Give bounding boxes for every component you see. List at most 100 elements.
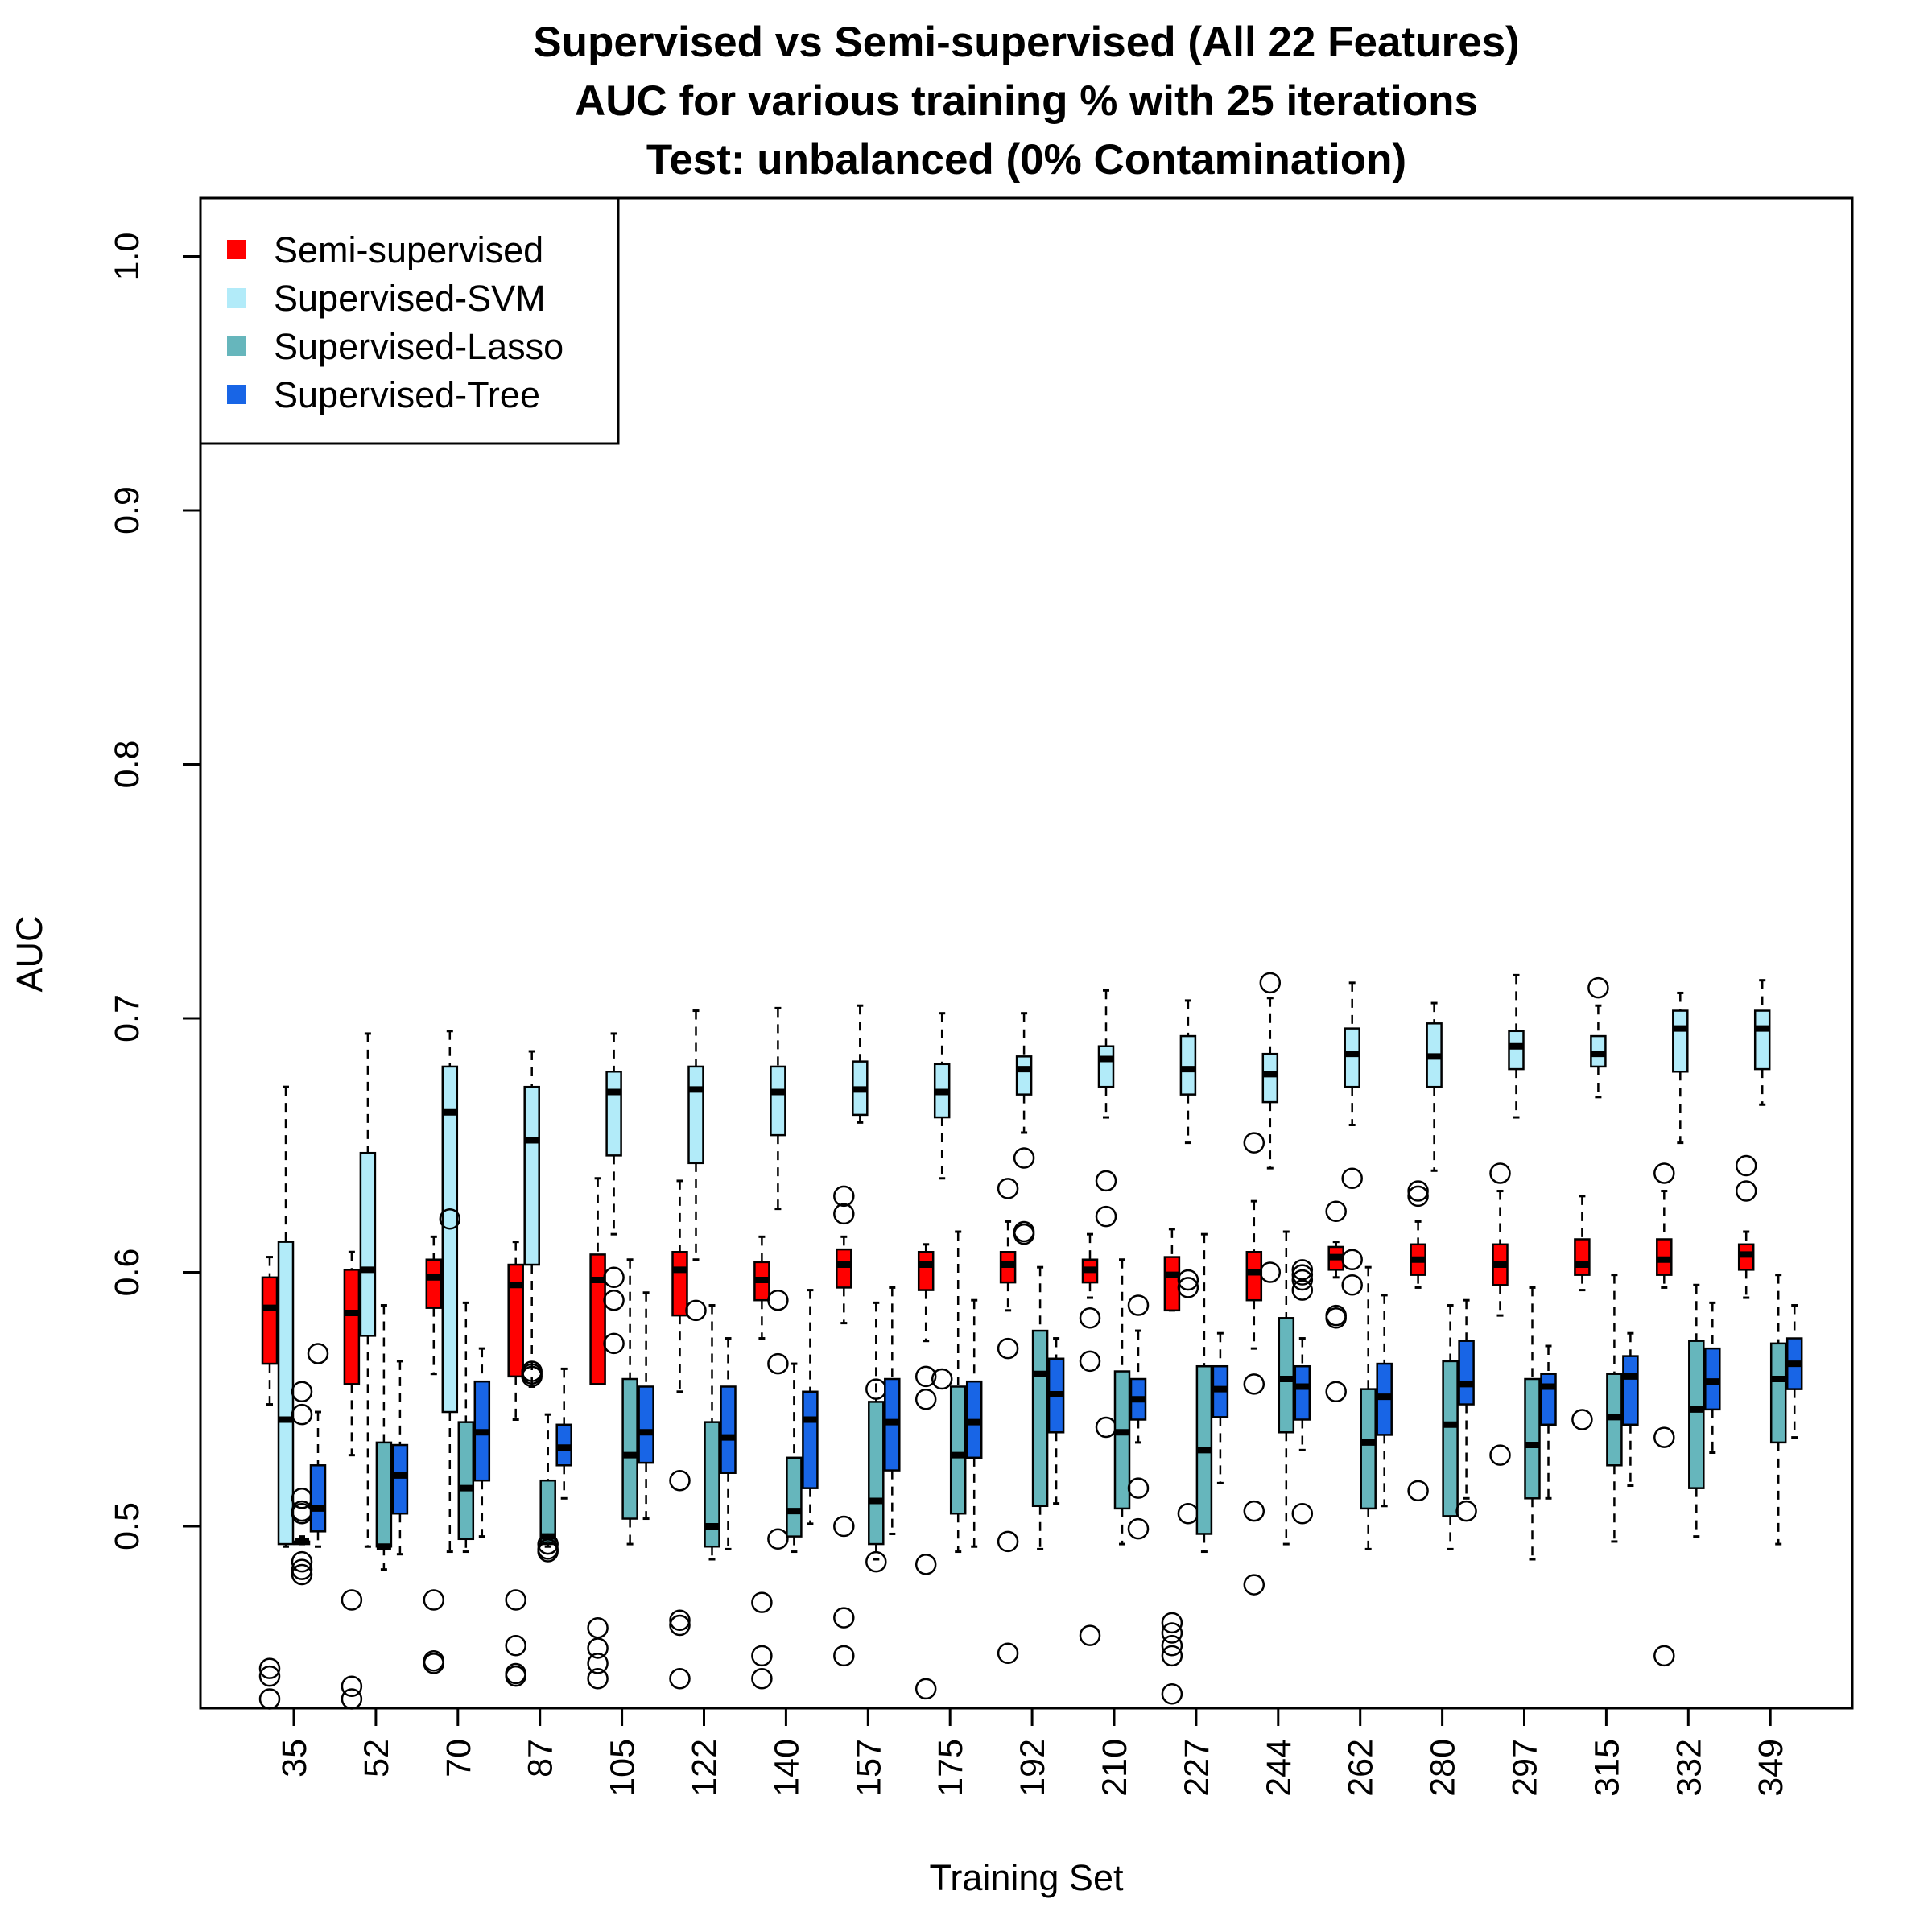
box [1688,1283,1705,1538]
outlier-point [423,1653,445,1674]
plot-frame [199,196,1854,1710]
outlier-point [1259,972,1282,994]
legend-swatch [227,240,246,259]
box-body [638,1385,654,1464]
box-body [1540,1373,1557,1426]
outlier-point [1571,1409,1593,1430]
outlier-point [1161,1622,1183,1644]
outlier-point [1013,1147,1035,1169]
x-axis: 35 52 70 87 105 122 140 157 175 192 210 227 244 262 28… [275,1707,1790,1797]
box [1489,1162,1511,1466]
box-body [1097,1045,1115,1088]
outlier-point [439,1208,461,1230]
y-tick-label: 0.9 [108,486,147,535]
box [1426,1001,1443,1172]
outlier-point [767,1289,789,1311]
outlier-point [258,1688,281,1710]
box [341,1250,363,1710]
outlier-point [1161,1682,1183,1705]
box [1606,1274,1623,1543]
box [865,1301,887,1573]
y-tick-label: 0.8 [108,741,147,789]
box [1341,981,1363,1296]
box [1161,1228,1183,1705]
box-body [1574,1238,1591,1276]
outlier-point [291,1558,313,1580]
x-tick-label: 262 [1342,1739,1381,1797]
outlier-point [1735,1180,1757,1202]
legend-label: Supervised-Lasso [274,326,564,367]
legend-label: Supervised-Tree [274,374,540,415]
outlier-point [258,1657,281,1679]
box [375,1304,393,1571]
x-tick-label: 332 [1670,1739,1708,1797]
outlier-point [1127,1294,1150,1316]
outlier-point [307,1343,329,1364]
x-tick-label: 244 [1260,1739,1298,1797]
outlier-point [537,1533,559,1555]
outlier-point [291,1563,313,1586]
outlier-point [1243,1500,1265,1522]
outlier-point [1325,1200,1347,1223]
box [1704,1301,1721,1455]
outlier-point [341,1688,363,1710]
x-tick-label: 70 [440,1739,478,1777]
y-tick-label: 1.0 [108,233,147,281]
legend-item: Semi-supervised [227,229,543,270]
box [1113,1258,1131,1546]
box [751,1235,773,1690]
outlier-point [1455,1500,1477,1522]
outlier-point [423,1589,445,1611]
box [603,1032,625,1355]
outlier-point [767,1352,789,1375]
box-body [786,1456,803,1538]
box-body [359,1151,377,1337]
outlier-point [587,1653,609,1674]
outlier-point [1127,1517,1150,1540]
outlier-point [1407,1480,1429,1502]
title-line-2: AUC for various training % with 25 itera… [575,77,1478,125]
box [1212,1331,1229,1484]
box-body [1672,1009,1689,1073]
title-line-1: Supervised vs Semi-supervised (All 22 Fe… [533,19,1519,66]
box-body [1278,1317,1295,1434]
outlier-point [341,1589,363,1611]
box [423,1235,445,1674]
outlier-point [1587,976,1609,999]
box-body [1769,1342,1787,1444]
x-tick-label: 192 [1013,1739,1052,1797]
box [1031,1265,1049,1550]
box [1735,1154,1757,1299]
outlier-point [1079,1624,1101,1646]
box-body [1245,1251,1263,1302]
box [1278,1230,1295,1546]
outlier-point [1177,1269,1199,1291]
x-tick-label: 227 [1178,1739,1216,1797]
box [1540,1344,1557,1500]
outlier-point [1341,1167,1363,1190]
box [1291,1259,1314,1525]
box-body [1179,1034,1197,1096]
x-tick-label: 105 [604,1739,642,1797]
outlier-point [669,1469,691,1492]
box [786,1362,803,1554]
box [291,1381,313,1586]
box-body [704,1421,720,1548]
outlier-point [914,1365,937,1388]
box-body [802,1390,819,1489]
outlier-point [1013,1223,1035,1245]
title-line-3: Test: unbalanced (0% Contamination) [646,136,1406,184]
outlier-point [341,1675,363,1698]
outlier-point [505,1635,526,1657]
box-body [687,1065,704,1165]
outlier-point [833,1185,855,1208]
box-body [1015,1055,1033,1096]
outlier-point [1243,1132,1265,1154]
outlier-point [833,1203,855,1225]
outlier-point [865,1550,887,1573]
outlier-point [587,1668,609,1690]
x-tick-label: 210 [1096,1739,1134,1797]
outlier-point [914,1389,937,1410]
box [1259,972,1282,1283]
